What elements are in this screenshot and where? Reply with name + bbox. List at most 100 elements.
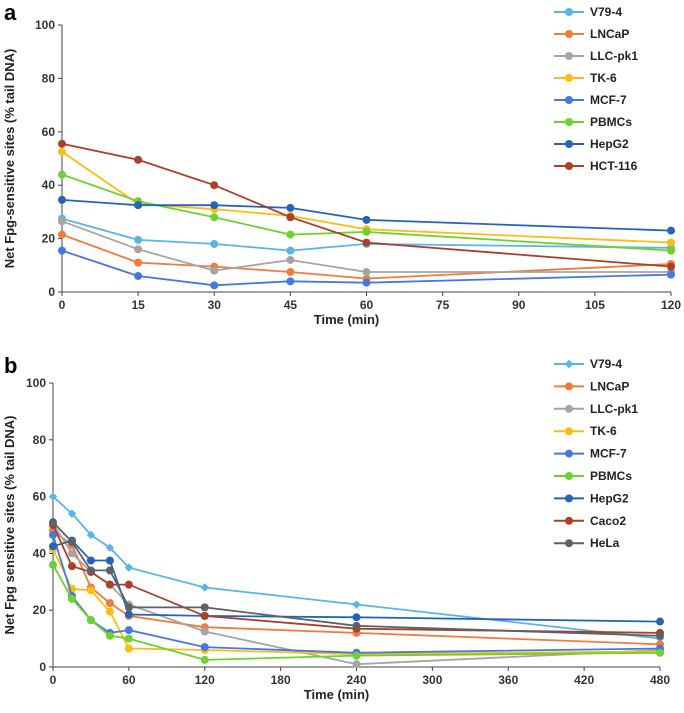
- legend-item: Caco2: [554, 514, 626, 528]
- data-point: [667, 238, 675, 247]
- y-axis-title: Net Fpg sensitive sites (% tail DNA): [2, 416, 17, 635]
- legend-item: HeLa: [554, 536, 620, 550]
- series-HepG2: [49, 536, 664, 626]
- x-tick-label: 180: [271, 673, 291, 687]
- series-line: [61, 217, 672, 252]
- legend-item: HepG2: [554, 137, 629, 151]
- y-tick-label: 100: [35, 18, 55, 32]
- data-point: [210, 281, 219, 290]
- x-tick-label: 105: [585, 298, 605, 312]
- data-point: [67, 538, 76, 547]
- y-tick-label: 40: [42, 178, 56, 192]
- panel-a-letter: a: [4, 0, 17, 25]
- panel-b: b 0 20 40 60 80 100 0 60 120 180 240 300 360 420 480 Tim…: [2, 353, 670, 702]
- y-tick-label: 100: [26, 376, 46, 390]
- data-point: [58, 246, 66, 255]
- series-line: [61, 142, 672, 268]
- data-point: [134, 201, 143, 210]
- data-point: [105, 607, 114, 616]
- legend-marker: [565, 516, 573, 525]
- data-point: [124, 610, 133, 619]
- legend-item: LNCaP: [554, 27, 629, 41]
- legend-label: LNCaP: [590, 379, 629, 393]
- data-point: [352, 660, 361, 669]
- x-tick-label: 120: [195, 673, 215, 687]
- data-point: [362, 238, 371, 247]
- legend-item: PBMCs: [554, 469, 632, 483]
- data-point: [210, 201, 219, 210]
- data-point: [49, 530, 57, 539]
- data-point: [362, 215, 371, 224]
- legend-marker: [565, 472, 573, 480]
- data-point: [105, 599, 114, 608]
- legend-item: LNCaP: [554, 379, 629, 393]
- y-tick-label: 60: [42, 125, 56, 139]
- data-point: [86, 530, 96, 540]
- series-line: [52, 495, 661, 640]
- x-axis-title: Time (min): [314, 312, 380, 327]
- data-point: [362, 227, 371, 236]
- legend-label: TK-6: [590, 71, 617, 85]
- y-tick-label: 0: [39, 660, 46, 674]
- data-point: [58, 147, 66, 156]
- legend-label: LNCaP: [590, 27, 629, 41]
- legend-item: PBMCs: [554, 115, 632, 129]
- legend-item: LLC-pk1: [554, 49, 638, 63]
- data-point: [656, 617, 664, 626]
- legend-item: MCF-7: [554, 447, 627, 461]
- x-tick-label: 60: [360, 298, 374, 312]
- legend-marker: [565, 404, 573, 413]
- data-point: [67, 562, 76, 571]
- series-line: [61, 173, 672, 252]
- series-MCF-7: [49, 530, 664, 657]
- y-axis-title: Net Fpg-sensitive sites (% tail DNA): [2, 49, 17, 269]
- data-point: [124, 634, 133, 643]
- legend-label: TK-6: [590, 424, 617, 438]
- data-point: [200, 655, 209, 664]
- legend-label: LLC-pk1: [590, 49, 638, 63]
- data-point: [86, 556, 95, 565]
- legend-marker: [565, 96, 573, 104]
- legend-marker: [565, 162, 573, 170]
- y-tick-label: 40: [33, 546, 47, 560]
- x-tick-label: 60: [122, 673, 136, 687]
- data-point: [286, 267, 295, 276]
- data-point: [200, 611, 209, 620]
- data-point: [134, 245, 143, 254]
- legend-label: PBMCs: [590, 469, 632, 483]
- data-point: [210, 181, 219, 190]
- data-point: [200, 643, 209, 652]
- legend-marker: [565, 52, 573, 60]
- data-point: [86, 616, 95, 625]
- x-tick-label: 240: [346, 673, 366, 687]
- legend-item: MCF-7: [554, 93, 627, 107]
- data-point: [105, 631, 114, 640]
- data-point: [362, 267, 371, 276]
- series-line: [61, 199, 672, 232]
- legend-label: V79-4: [590, 5, 622, 19]
- data-point: [105, 556, 114, 565]
- data-point: [352, 651, 361, 660]
- data-point: [352, 621, 361, 630]
- data-point: [67, 509, 77, 518]
- data-point: [210, 213, 219, 222]
- legend-marker: [564, 359, 574, 369]
- legend-label: MCF-7: [590, 93, 627, 107]
- data-point: [105, 566, 114, 575]
- legend-label: HeLa: [590, 536, 620, 550]
- data-point: [124, 644, 133, 653]
- legend-label: MCF-7: [590, 447, 627, 461]
- data-point: [134, 271, 143, 280]
- data-point: [124, 580, 133, 589]
- x-tick-label: 300: [422, 673, 442, 687]
- data-point: [362, 278, 371, 287]
- y-tick-label: 80: [33, 433, 47, 447]
- data-point: [49, 542, 57, 551]
- legend-marker: [565, 539, 573, 548]
- data-point: [667, 246, 675, 255]
- data-point: [200, 627, 209, 636]
- legend: V79-4 LNCaP LLC-pk1 TK-6 MCF-7 PBMCs HepG2 HCT-…: [554, 5, 638, 173]
- data-point: [58, 230, 66, 239]
- x-axis-title: Time (min): [304, 687, 370, 702]
